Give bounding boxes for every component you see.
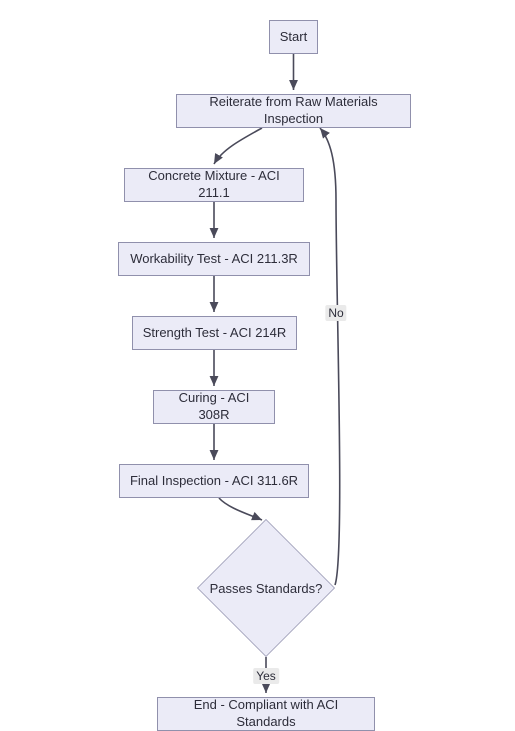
edge-final-passes: [219, 498, 262, 520]
edge-label-no: No: [325, 305, 346, 321]
node-reiterate: Reiterate from Raw Materials Inspection: [176, 94, 411, 128]
node-start-label: Start: [280, 29, 307, 46]
node-final-label: Final Inspection - ACI 311.6R: [130, 473, 298, 490]
node-mixture-label: Concrete Mixture - ACI 211.1: [133, 168, 295, 202]
node-curing: Curing - ACI 308R: [153, 390, 275, 424]
node-start: Start: [269, 20, 318, 54]
node-end-label: End - Compliant with ACI Standards: [166, 697, 366, 731]
node-passes-label: Passes Standards?: [197, 519, 335, 657]
node-curing-label: Curing - ACI 308R: [162, 390, 266, 424]
node-work: Workability Test - ACI 211.3R: [118, 242, 310, 276]
node-strength: Strength Test - ACI 214R: [132, 316, 297, 350]
edge-reiterate-mixture: [214, 128, 262, 164]
node-reiterate-label: Reiterate from Raw Materials Inspection: [185, 94, 402, 128]
node-passes: Passes Standards?: [197, 519, 335, 657]
node-work-label: Workability Test - ACI 211.3R: [130, 251, 298, 268]
node-strength-label: Strength Test - ACI 214R: [143, 325, 287, 342]
edge-label-yes: Yes: [253, 668, 279, 684]
node-final: Final Inspection - ACI 311.6R: [119, 464, 309, 498]
node-end: End - Compliant with ACI Standards: [157, 697, 375, 731]
edge-passes-reiterate: [320, 128, 340, 585]
node-mixture: Concrete Mixture - ACI 211.1: [124, 168, 304, 202]
